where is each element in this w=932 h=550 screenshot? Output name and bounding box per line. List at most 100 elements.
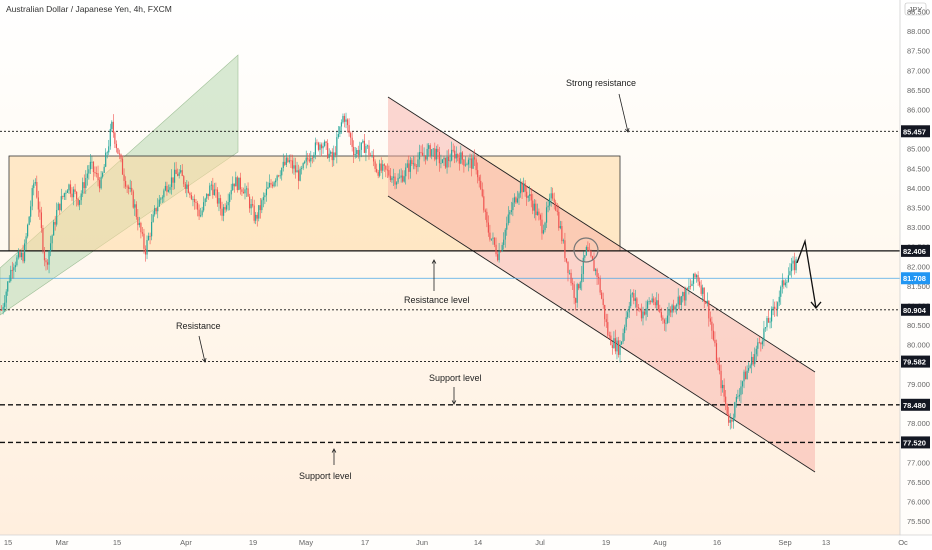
currency-badge-label: JPY: [909, 5, 923, 14]
candle-body: [496, 254, 499, 261]
candle-body: [392, 176, 395, 178]
candle-body: [578, 284, 580, 289]
candle-body: [486, 211, 488, 223]
candle-body: [33, 183, 35, 189]
candle-body: [331, 151, 333, 161]
candle-body: [273, 182, 275, 187]
price-level-label-bg: [901, 303, 930, 316]
candle-body: [45, 260, 47, 263]
price-level-label: 80.904: [903, 306, 927, 315]
candle-body: [118, 153, 121, 155]
candle-body: [351, 137, 353, 147]
candle-body: [180, 170, 182, 173]
candle-body: [121, 158, 124, 175]
candle-body: [575, 298, 577, 303]
candle-body: [697, 275, 699, 282]
x-tick-label: 14: [474, 538, 482, 547]
candle-body: [327, 142, 329, 159]
candle-body: [464, 164, 467, 166]
candle-body: [224, 207, 226, 210]
candle-body: [565, 258, 568, 262]
candle-body: [639, 308, 641, 310]
candle-body: [648, 301, 650, 302]
candle-body: [65, 192, 67, 194]
candle-body: [92, 161, 95, 173]
candle-body: [518, 193, 520, 199]
candle-body: [665, 322, 667, 324]
candle-body: [60, 196, 62, 211]
candle-body: [754, 354, 756, 365]
candle-body: [669, 309, 672, 313]
candle-body: [209, 185, 211, 196]
y-tick-label: 83.500: [907, 204, 930, 213]
candle-body: [204, 198, 206, 203]
candle-body: [530, 194, 532, 201]
candle-body: [573, 284, 575, 299]
candle-body: [657, 300, 659, 310]
candle-body: [2, 306, 4, 311]
y-tick-label: 87.000: [907, 66, 930, 75]
candle-body: [388, 170, 390, 176]
candle-body: [126, 186, 128, 188]
candle-body: [371, 155, 373, 156]
x-tick-label: 15: [113, 538, 121, 547]
y-tick-label: 75.500: [907, 517, 930, 526]
candle-body: [444, 157, 447, 168]
candle-body: [365, 146, 367, 153]
candle-body: [123, 174, 125, 181]
candle-body: [336, 137, 338, 156]
candle-body: [568, 272, 571, 274]
candle-body: [103, 166, 105, 173]
candle-body: [293, 165, 295, 169]
candle-body: [219, 198, 222, 209]
candle-body: [443, 157, 445, 160]
candle-body: [8, 280, 10, 282]
candle-body: [624, 326, 626, 334]
candle-body: [501, 245, 503, 252]
candle-body: [463, 159, 465, 166]
candle-body: [478, 177, 480, 181]
price-level-label-bg: [901, 125, 930, 138]
candle-body: [192, 198, 194, 200]
candle-body: [213, 189, 215, 196]
annotation-arrowhead: [625, 128, 630, 133]
candle-body: [19, 252, 21, 258]
candle-body: [521, 182, 523, 193]
candle-body: [111, 121, 113, 129]
candle-body: [164, 185, 166, 191]
candle-body: [601, 292, 603, 299]
candle-body: [674, 306, 676, 310]
candle-body: [189, 192, 191, 196]
candle-body: [549, 198, 551, 206]
candle-body: [383, 164, 385, 166]
candle-body: [212, 184, 214, 196]
candle-body: [567, 261, 569, 273]
candle-body: [532, 200, 534, 211]
candle-body: [484, 210, 486, 212]
candle-body: [447, 156, 450, 161]
candle-body: [86, 173, 88, 178]
candle-body: [699, 281, 701, 286]
candle-body: [242, 191, 245, 194]
candle-body: [593, 260, 595, 272]
candle-body: [323, 141, 326, 146]
candle-body: [325, 141, 327, 143]
candle-body: [366, 145, 369, 147]
candle-body: [255, 214, 257, 221]
candle-body: [774, 306, 776, 309]
candle-body: [17, 252, 20, 258]
candle-body: [519, 182, 522, 194]
y-tick-label: 84.000: [907, 184, 930, 193]
candle-body: [625, 317, 627, 327]
candle-body: [481, 189, 483, 197]
candle-body: [39, 209, 41, 213]
candle-body: [477, 170, 479, 178]
candle-body: [787, 275, 790, 282]
candle-body: [715, 343, 718, 363]
candle-body: [259, 205, 261, 211]
channel-lower-line: [387, 195, 816, 473]
candle-body: [195, 202, 197, 204]
candle-body: [135, 204, 137, 217]
